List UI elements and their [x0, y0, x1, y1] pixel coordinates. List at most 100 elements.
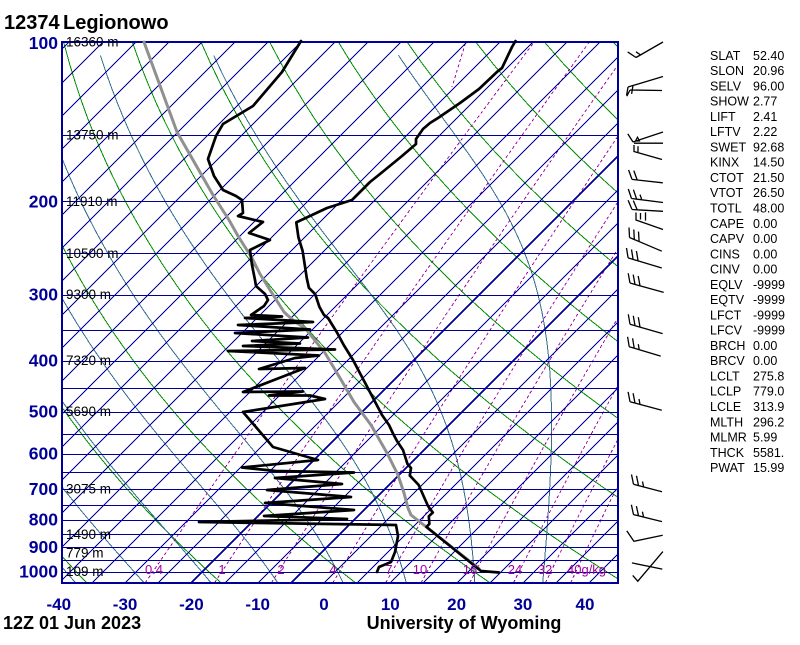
- svg-text:200: 200: [29, 191, 58, 211]
- svg-text:CINS: CINS: [710, 247, 740, 261]
- svg-text:2.41: 2.41: [753, 110, 777, 124]
- svg-text:LFCT: LFCT: [710, 308, 742, 322]
- svg-text:SLON: SLON: [710, 64, 744, 78]
- svg-text:1: 1: [218, 562, 225, 577]
- svg-text:2.22: 2.22: [753, 125, 777, 139]
- svg-text:20: 20: [447, 595, 466, 614]
- svg-text:10500 m: 10500 m: [66, 246, 119, 261]
- svg-text:11910 m: 11910 m: [66, 194, 118, 209]
- svg-text:0.00: 0.00: [753, 217, 777, 231]
- svg-text:2: 2: [277, 562, 284, 577]
- svg-text:32: 32: [538, 562, 552, 577]
- svg-text:52.40: 52.40: [753, 49, 784, 63]
- svg-text:48.00: 48.00: [753, 202, 784, 216]
- svg-text:9300 m: 9300 m: [66, 287, 111, 302]
- svg-text:40: 40: [576, 595, 595, 614]
- svg-text:7320 m: 7320 m: [66, 353, 111, 368]
- svg-text:12Z 01 Jun 2023: 12Z 01 Jun 2023: [3, 613, 141, 633]
- svg-text:7: 7: [385, 562, 392, 577]
- svg-text:-9999: -9999: [753, 324, 785, 338]
- svg-text:LFCV: LFCV: [710, 324, 743, 338]
- svg-text:SLAT: SLAT: [710, 49, 741, 63]
- svg-text:13750 m: 13750 m: [66, 128, 119, 143]
- svg-text:16: 16: [463, 562, 477, 577]
- svg-text:296.2: 296.2: [753, 415, 784, 429]
- svg-text:-9999: -9999: [753, 308, 785, 322]
- svg-text:TOTL: TOTL: [710, 202, 742, 216]
- svg-text:21.50: 21.50: [753, 171, 784, 185]
- svg-text:-9999: -9999: [753, 293, 785, 307]
- svg-text:LFTV: LFTV: [710, 125, 741, 139]
- svg-text:313.9: 313.9: [753, 400, 784, 414]
- svg-text:109 m: 109 m: [66, 564, 104, 579]
- svg-text:0: 0: [319, 595, 328, 614]
- svg-text:1000: 1000: [19, 562, 58, 582]
- svg-text:CAPV: CAPV: [710, 232, 745, 246]
- svg-text:SHOW: SHOW: [710, 95, 749, 109]
- svg-text:0.00: 0.00: [753, 339, 777, 353]
- svg-text:MLTH: MLTH: [710, 415, 743, 429]
- svg-text:700: 700: [29, 479, 58, 499]
- svg-text:0.00: 0.00: [753, 232, 777, 246]
- svg-text:LCLT: LCLT: [710, 370, 740, 384]
- svg-text:0.00: 0.00: [753, 354, 777, 368]
- svg-text:4: 4: [329, 562, 336, 577]
- svg-text:-20: -20: [179, 595, 204, 614]
- svg-text:THCK: THCK: [710, 446, 745, 460]
- svg-text:Legionowo: Legionowo: [63, 12, 169, 34]
- svg-text:KINX: KINX: [710, 156, 740, 170]
- svg-text:400: 400: [29, 351, 58, 371]
- svg-text:CINV: CINV: [710, 263, 741, 277]
- svg-text:-10: -10: [245, 595, 270, 614]
- svg-text:0.4: 0.4: [145, 562, 163, 577]
- svg-text:16360 m: 16360 m: [66, 35, 119, 50]
- svg-text:PWAT: PWAT: [710, 461, 745, 475]
- svg-text:20.96: 20.96: [753, 64, 784, 78]
- svg-text:14.50: 14.50: [753, 156, 784, 170]
- svg-text:779.0: 779.0: [753, 385, 784, 399]
- svg-text:VTOT: VTOT: [710, 186, 743, 200]
- svg-text:EQLV: EQLV: [710, 278, 743, 292]
- svg-text:SWET: SWET: [710, 140, 746, 154]
- svg-text:10: 10: [413, 562, 427, 577]
- svg-text:5581.: 5581.: [753, 446, 784, 460]
- svg-text:University of Wyoming: University of Wyoming: [367, 613, 562, 633]
- svg-text:24: 24: [508, 562, 522, 577]
- svg-text:779 m: 779 m: [66, 546, 104, 561]
- svg-text:EQTV: EQTV: [710, 293, 745, 307]
- svg-text:MLMR: MLMR: [710, 431, 747, 445]
- svg-text:10: 10: [381, 595, 400, 614]
- svg-text:3075 m: 3075 m: [66, 482, 111, 497]
- svg-text:LCLP: LCLP: [710, 385, 741, 399]
- svg-text:92.68: 92.68: [753, 140, 784, 154]
- svg-text:500: 500: [29, 402, 58, 422]
- svg-text:SELV: SELV: [710, 79, 742, 93]
- svg-text:0.00: 0.00: [753, 263, 777, 277]
- svg-text:30: 30: [513, 595, 532, 614]
- svg-text:15.99: 15.99: [753, 461, 784, 475]
- svg-text:100: 100: [29, 33, 58, 53]
- svg-text:CTOT: CTOT: [710, 171, 744, 185]
- svg-text:0.00: 0.00: [753, 247, 777, 261]
- svg-text:12374: 12374: [4, 12, 60, 34]
- svg-text:900: 900: [29, 537, 58, 557]
- svg-text:CAPE: CAPE: [710, 217, 744, 231]
- svg-text:26.50: 26.50: [753, 186, 784, 200]
- svg-text:-9999: -9999: [753, 278, 785, 292]
- svg-text:2.77: 2.77: [753, 95, 777, 109]
- svg-text:40g/kg: 40g/kg: [567, 562, 606, 577]
- svg-text:-30: -30: [113, 595, 138, 614]
- svg-text:LIFT: LIFT: [710, 110, 736, 124]
- svg-text:600: 600: [29, 443, 58, 463]
- svg-text:275.8: 275.8: [753, 370, 784, 384]
- svg-text:LCLE: LCLE: [710, 400, 741, 414]
- svg-text:-40: -40: [47, 595, 72, 614]
- svg-text:BRCV: BRCV: [710, 354, 745, 368]
- svg-text:BRCH: BRCH: [710, 339, 745, 353]
- svg-text:5.99: 5.99: [753, 431, 777, 445]
- svg-text:5690 m: 5690 m: [66, 404, 111, 419]
- svg-text:1490 m: 1490 m: [66, 527, 111, 542]
- svg-text:300: 300: [29, 284, 58, 304]
- svg-text:800: 800: [29, 510, 58, 530]
- svg-text:96.00: 96.00: [753, 79, 784, 93]
